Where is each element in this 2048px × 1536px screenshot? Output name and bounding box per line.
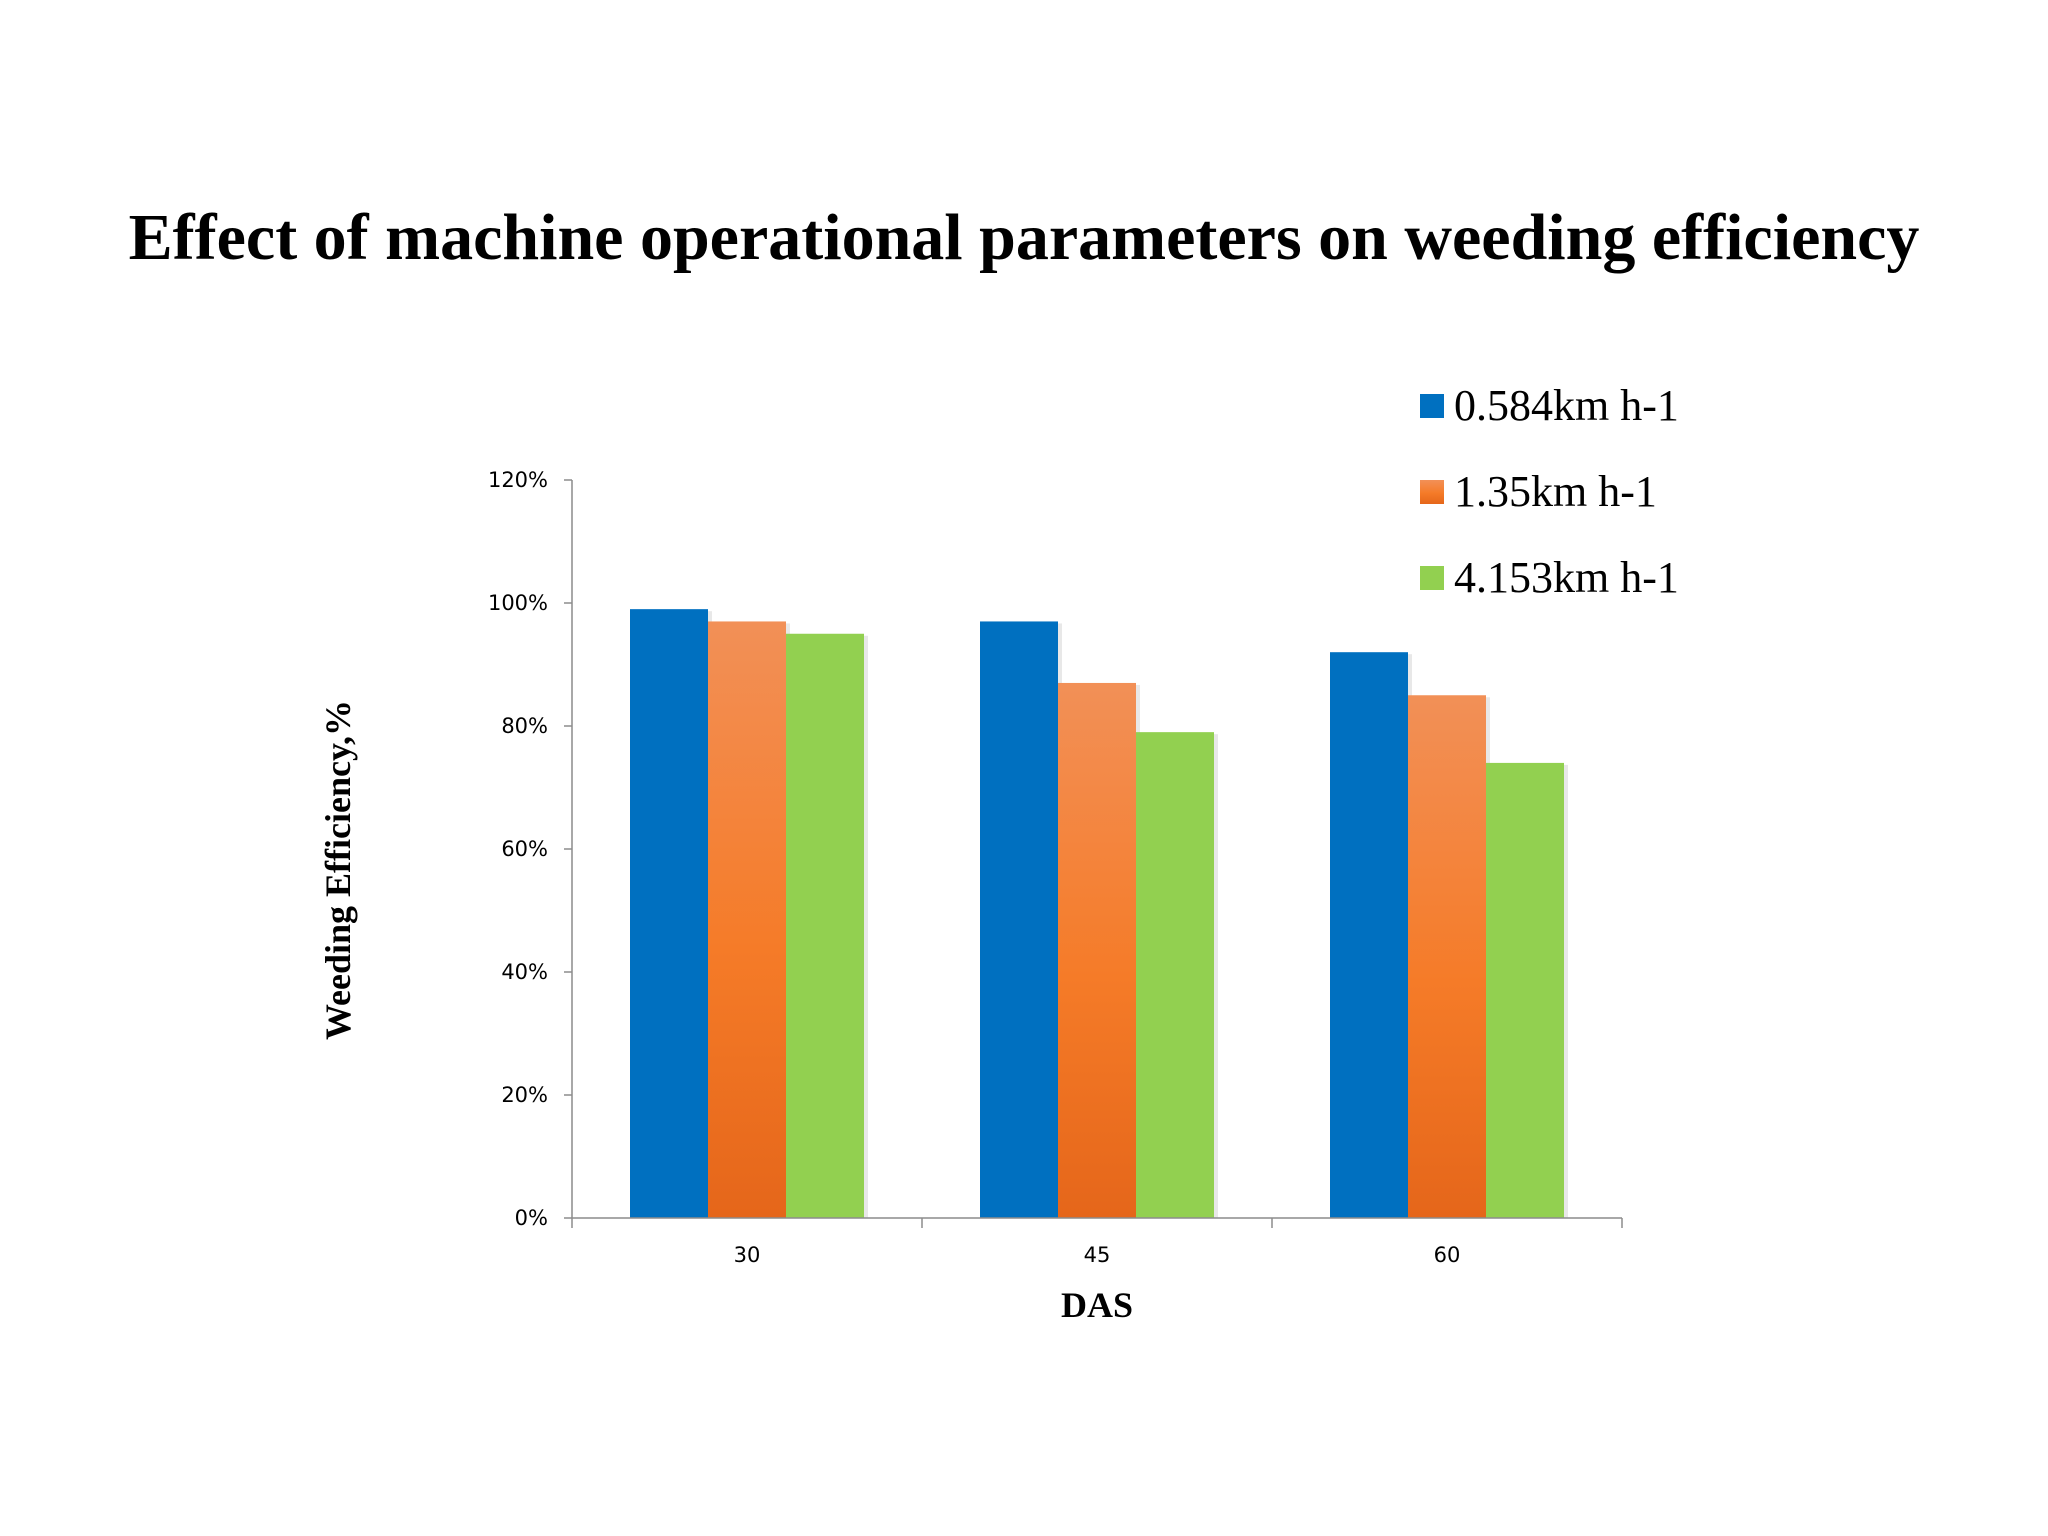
y-tick-label: 60%	[501, 837, 548, 861]
legend: 0.584km h-1 1.35km h-1 4.153km h-1	[1420, 381, 1679, 602]
bar-1-35km-h-1-60	[1408, 695, 1486, 1218]
bar-0-584km-h-1-60	[1330, 652, 1408, 1218]
x-tick-label: 60	[1434, 1243, 1461, 1267]
bar-0-584km-h-1-45	[980, 621, 1058, 1218]
y-tick-label: 20%	[501, 1083, 548, 1107]
bar-4-153km-h-1-60	[1486, 762, 1564, 1218]
bar-1-35km-h-1-45	[1058, 682, 1136, 1218]
bar-1-35km-h-1-30	[708, 621, 786, 1218]
legend-swatch	[1420, 394, 1444, 418]
legend-label: 4.153km h-1	[1454, 553, 1679, 602]
chart-title: Effect of machine operational parameters…	[128, 201, 1920, 274]
y-tick-label: 0%	[515, 1206, 548, 1230]
bar-4-153km-h-1-45	[1136, 732, 1214, 1218]
y-axis-title: Weeding Efficiency,%	[318, 700, 358, 1040]
y-tick-label: 80%	[501, 714, 548, 738]
y-tick-label: 100%	[488, 591, 548, 615]
y-tick-label: 40%	[501, 960, 548, 984]
x-axis-title: DAS	[1061, 1285, 1133, 1325]
legend-label: 1.35km h-1	[1454, 467, 1657, 516]
x-tick-label: 30	[734, 1243, 761, 1267]
bars-layer	[630, 609, 1568, 1218]
legend-swatch	[1420, 480, 1444, 504]
axes-layer: 0% 20% 40% 60% 80% 100% 120% 30 45 60	[488, 468, 1623, 1267]
legend-label: 0.584km h-1	[1454, 381, 1679, 430]
bar-0-584km-h-1-30	[630, 609, 708, 1218]
legend-swatch	[1420, 566, 1444, 590]
bar-4-153km-h-1-30	[786, 633, 864, 1218]
x-tick-label: 45	[1084, 1243, 1111, 1267]
y-tick-label: 120%	[488, 468, 548, 492]
